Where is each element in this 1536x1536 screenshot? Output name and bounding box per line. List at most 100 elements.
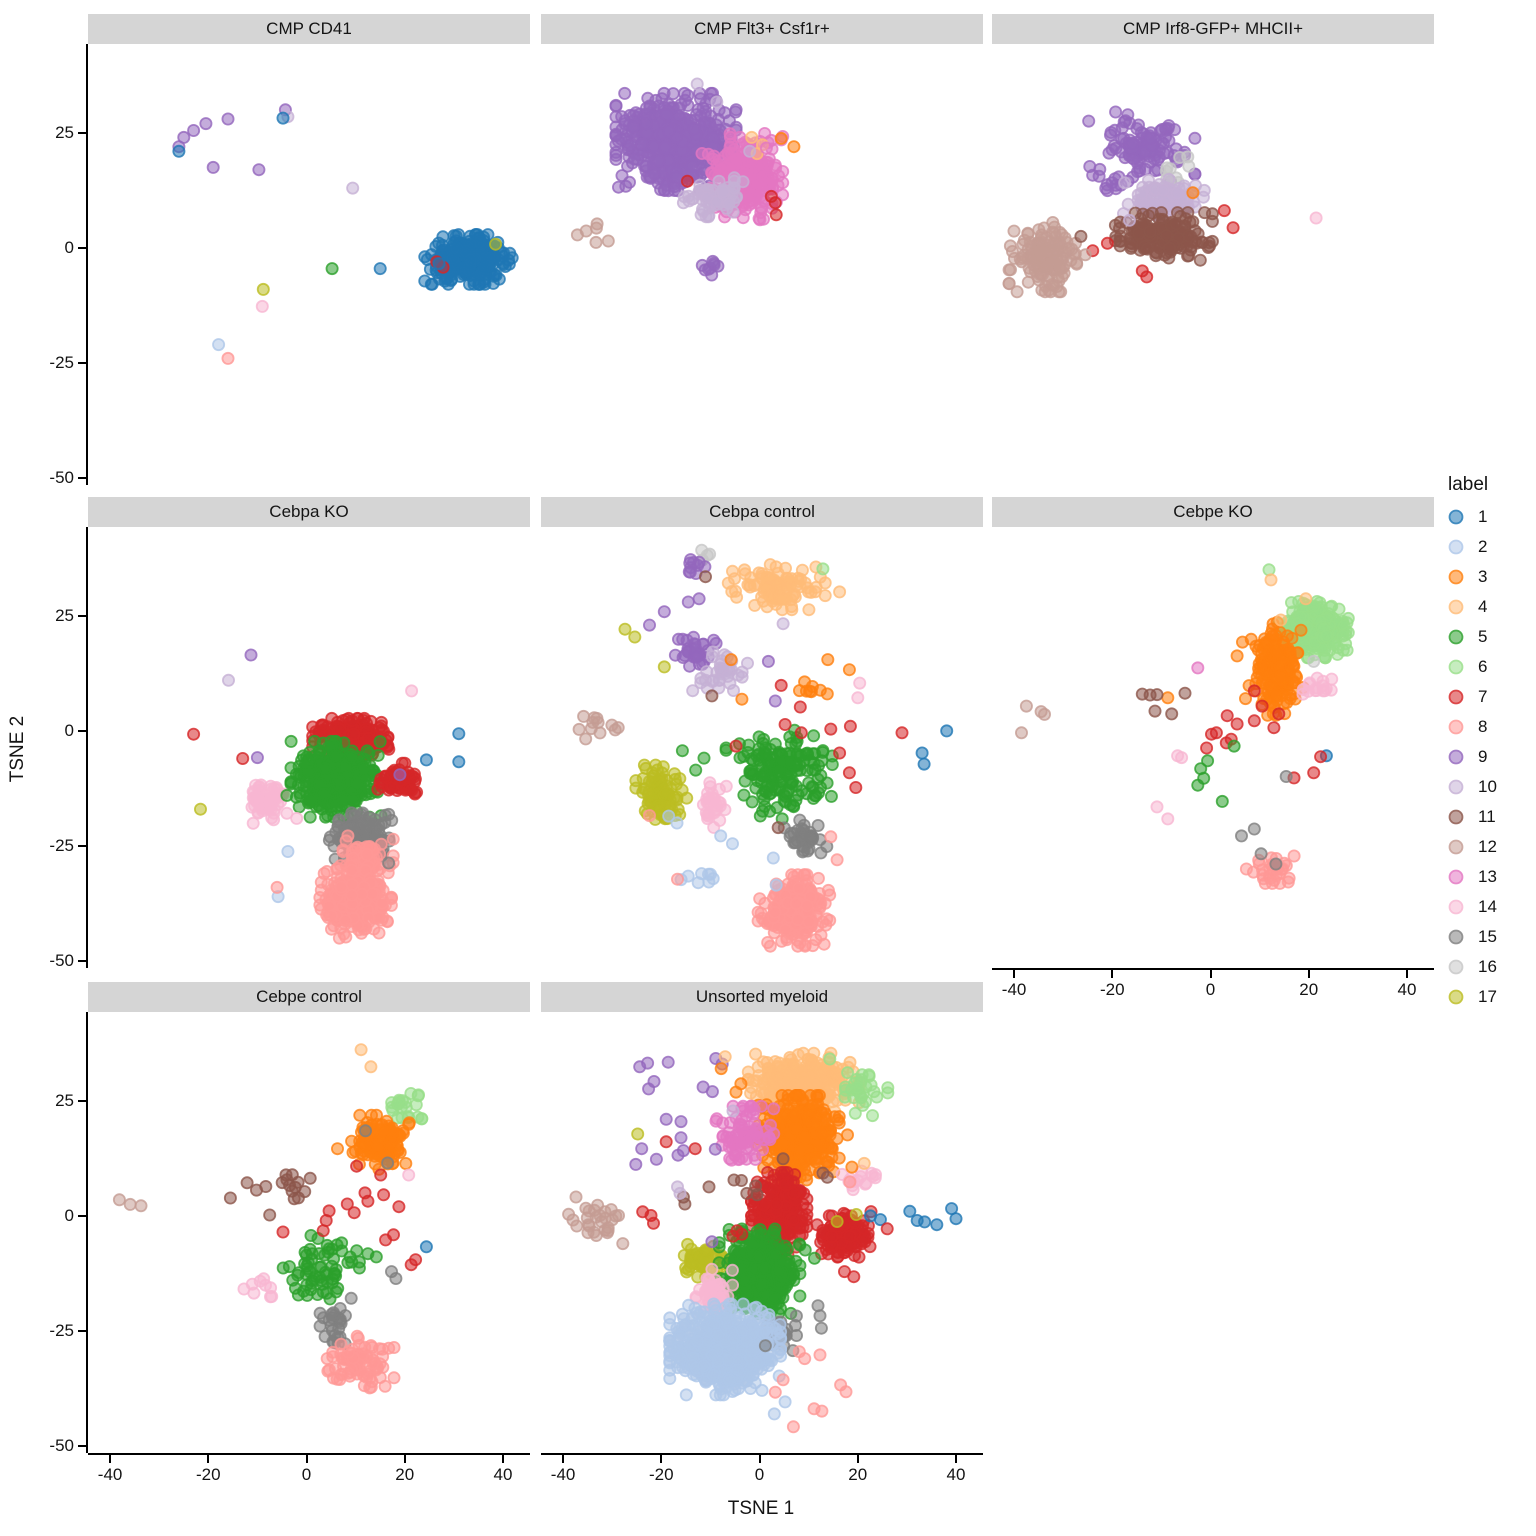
y-axis-tick — [78, 845, 86, 847]
legend-title: label — [1448, 474, 1489, 495]
legend-key-dot-icon — [1448, 599, 1464, 615]
x-axis-line — [541, 1453, 983, 1455]
legend-item-label: 13 — [1478, 867, 1497, 886]
legend-item-label: 6 — [1478, 657, 1488, 676]
legend-item-label: 2 — [1478, 537, 1488, 556]
x-axis-tick-label: 20 — [848, 1465, 868, 1484]
legend-key-dot-icon — [1448, 659, 1464, 675]
legend-item-label: 12 — [1478, 837, 1497, 856]
y-axis-title: TSNE 2 — [7, 715, 28, 783]
y-axis-tick — [78, 1330, 86, 1332]
legend-key-dot-icon — [1448, 749, 1464, 765]
x-axis-tick — [1307, 970, 1310, 978]
x-axis-title: TSNE 1 — [727, 1498, 795, 1519]
legend-item-17: 17 — [1446, 982, 1497, 1012]
legend-item-16: 16 — [1446, 952, 1497, 982]
legend-item-label: 17 — [1478, 987, 1497, 1006]
x-axis-tick — [501, 1455, 504, 1463]
legend-item-label: 15 — [1478, 927, 1497, 946]
x-axis-tick — [660, 1455, 663, 1463]
legend-key-dot-icon — [1448, 539, 1464, 555]
legend-key-dot-icon — [1448, 689, 1464, 705]
y-axis-tick-label: 0 — [64, 1205, 74, 1225]
x-axis-tick — [305, 1455, 308, 1463]
legend-key-dot-icon — [1448, 869, 1464, 885]
legend-item-10: 10 — [1446, 772, 1497, 802]
panel-strip-title: Cebpe KO — [992, 497, 1434, 527]
legend-key-dot-icon — [1448, 809, 1464, 825]
y-axis-tick — [78, 614, 86, 617]
x-axis-tick-label: 0 — [301, 1465, 312, 1484]
scatter-plot-area — [88, 1012, 530, 1453]
y-axis-tick — [78, 1445, 86, 1448]
legend-key-dot-icon — [1448, 839, 1464, 855]
x-axis-line — [88, 1453, 530, 1455]
y-axis-tick-label: 0 — [64, 720, 74, 740]
panel-strip-title: Cebpe control — [88, 982, 530, 1012]
x-axis-tick — [403, 1455, 406, 1463]
x-axis-tick-label: 40 — [1397, 980, 1417, 999]
y-axis-tick-label: -25 — [49, 1321, 74, 1340]
legend-item-label: 9 — [1478, 747, 1488, 766]
legend-item-label: 4 — [1478, 597, 1488, 616]
y-axis-tick-label: 25 — [55, 122, 74, 142]
facet-panel-cebpe-control: Cebpe control — [88, 982, 530, 1453]
scatter-plot-area — [88, 527, 530, 968]
legend-key-dot-icon — [1448, 959, 1464, 975]
y-axis-tick-label: -50 — [49, 1436, 74, 1456]
legend-item-label: 1 — [1478, 507, 1488, 526]
x-axis-tick — [1111, 970, 1114, 978]
scatter-plot-area — [992, 44, 1434, 485]
facet-panel-cebpa-ko: Cebpa KO — [88, 497, 530, 968]
y-axis-tick — [78, 246, 86, 249]
y-axis-tick — [78, 1099, 86, 1102]
x-axis-tick — [856, 1455, 859, 1463]
legend-key-dot-icon — [1448, 509, 1464, 525]
x-axis-tick — [758, 1455, 761, 1463]
legend-item-label: 16 — [1478, 957, 1497, 976]
facet-panel-cebpa-control: Cebpa control — [541, 497, 983, 968]
x-axis-tick-label: 0 — [754, 1465, 765, 1484]
x-axis-tick — [562, 1455, 565, 1463]
facet-panel-cmp-flt3-csf1r-: CMP Flt3+ Csf1r+ — [541, 14, 983, 485]
x-axis-tick-label: -40 — [1001, 980, 1027, 999]
y-axis-tick-label: 25 — [55, 605, 74, 625]
panel-strip-title: Unsorted myeloid — [541, 982, 983, 1012]
legend-item-3: 3 — [1446, 562, 1497, 592]
legend-item-1: 1 — [1446, 502, 1497, 532]
x-axis-tick-label: 40 — [946, 1465, 966, 1484]
legend-item-9: 9 — [1446, 742, 1497, 772]
legend-item-6: 6 — [1446, 652, 1497, 682]
legend-key-dot-icon — [1448, 779, 1464, 795]
legend-item-13: 13 — [1446, 862, 1497, 892]
legend: label 1 2 3 4 5 6 7 8 9 10 11 12 13 14 15 16 17 — [1446, 474, 1497, 1012]
x-axis-tick-label: 40 — [493, 1465, 513, 1484]
legend-item-label: 3 — [1478, 567, 1488, 586]
scatter-plot-area — [992, 527, 1434, 968]
legend-item-2: 2 — [1446, 532, 1497, 562]
facet-panel-cebpe-ko: Cebpe KO — [992, 497, 1434, 968]
x-axis-tick-label: 0 — [1205, 980, 1216, 999]
legend-item-8: 8 — [1446, 712, 1497, 742]
x-axis-line — [992, 968, 1434, 970]
y-axis-tick-label: -25 — [49, 353, 74, 372]
y-axis-tick — [78, 362, 86, 364]
legend-key-dot-icon — [1448, 569, 1464, 585]
panel-strip-title: CMP CD41 — [88, 14, 530, 44]
scatter-plot-area — [541, 1012, 983, 1453]
y-axis-tick-label: -25 — [49, 836, 74, 855]
legend-item-7: 7 — [1446, 682, 1497, 712]
x-axis-tick-label: -40 — [97, 1465, 123, 1484]
x-axis-tick — [1013, 970, 1016, 978]
legend-item-label: 5 — [1478, 627, 1488, 646]
y-axis-tick-label: 25 — [55, 1090, 74, 1110]
scatter-plot-area — [541, 44, 983, 485]
legend-item-5: 5 — [1446, 622, 1497, 652]
y-axis-tick-label: -50 — [49, 951, 74, 971]
legend-item-label: 7 — [1478, 687, 1488, 706]
legend-item-4: 4 — [1446, 592, 1497, 622]
legend-key-dot-icon — [1448, 899, 1464, 915]
legend-item-14: 14 — [1446, 892, 1497, 922]
legend-item-11: 11 — [1446, 802, 1497, 832]
legend-key-dot-icon — [1448, 719, 1464, 735]
